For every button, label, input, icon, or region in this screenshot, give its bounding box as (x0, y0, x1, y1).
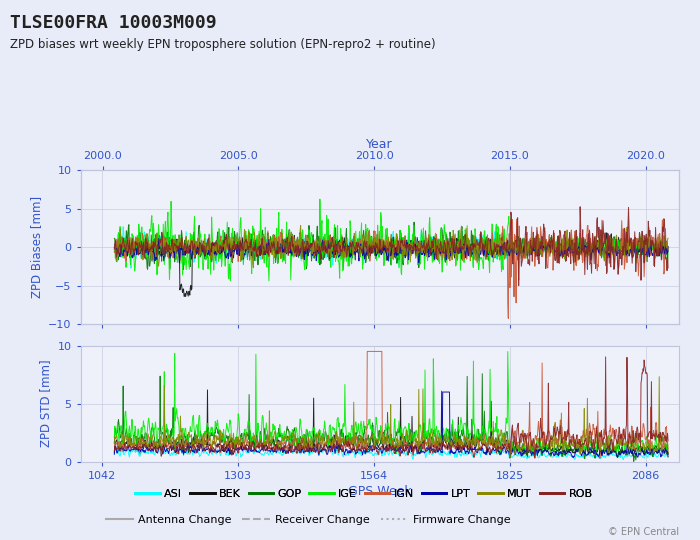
Text: © EPN Central: © EPN Central (608, 527, 679, 537)
Legend: Antenna Change, Receiver Change, Firmware Change: Antenna Change, Receiver Change, Firmwar… (106, 515, 510, 525)
X-axis label: GPS Week: GPS Week (348, 485, 412, 498)
Y-axis label: ZPD STD [mm]: ZPD STD [mm] (39, 360, 52, 448)
Text: TLSE00FRA 10003M009: TLSE00FRA 10003M009 (10, 14, 217, 31)
X-axis label: Year: Year (366, 138, 393, 151)
Y-axis label: ZPD Biases [mm]: ZPD Biases [mm] (29, 196, 43, 298)
Text: ZPD biases wrt weekly EPN troposphere solution (EPN-repro2 + routine): ZPD biases wrt weekly EPN troposphere so… (10, 38, 436, 51)
Legend: ASI, BEK, GOP, IGE, IGN, LPT, MUT, ROB: ASI, BEK, GOP, IGE, IGN, LPT, MUT, ROB (136, 489, 592, 500)
